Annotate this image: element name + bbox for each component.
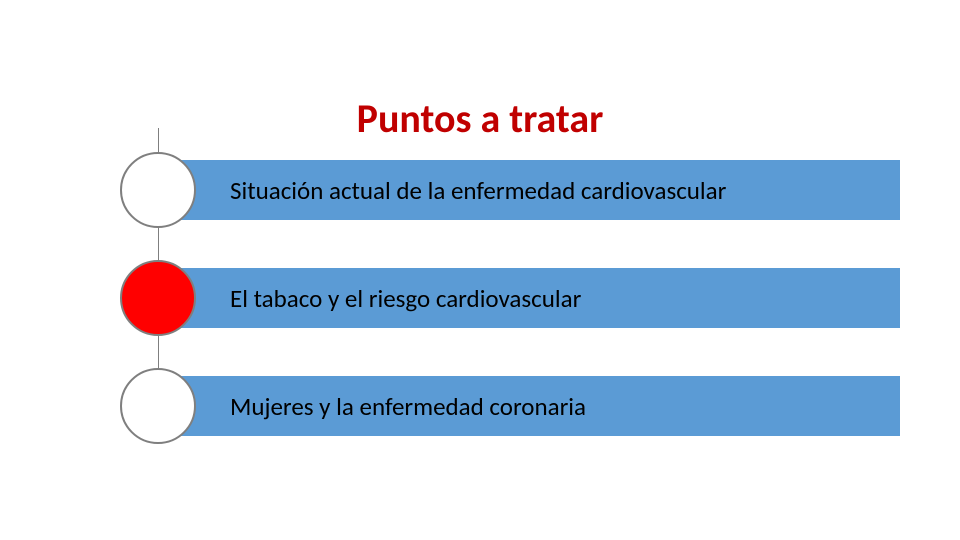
agenda-bullet-circle: [120, 152, 196, 228]
agenda-bar: Mujeres y la enfermedad coronaria: [180, 376, 900, 436]
agenda-bar: El tabaco y el riesgo cardiovascular: [180, 268, 900, 328]
agenda-bullet-circle: [120, 368, 196, 444]
agenda-label: Mujeres y la enfermedad coronaria: [230, 391, 586, 422]
slide-title: Puntos a tratar: [0, 94, 960, 143]
agenda-bullet-circle: [120, 260, 196, 336]
agenda-label: Situación actual de la enfermedad cardio…: [230, 175, 726, 206]
agenda-bar: Situación actual de la enfermedad cardio…: [180, 160, 900, 220]
slide: Puntos a tratar Situación actual de la e…: [0, 0, 960, 540]
agenda-label: El tabaco y el riesgo cardiovascular: [230, 283, 581, 314]
